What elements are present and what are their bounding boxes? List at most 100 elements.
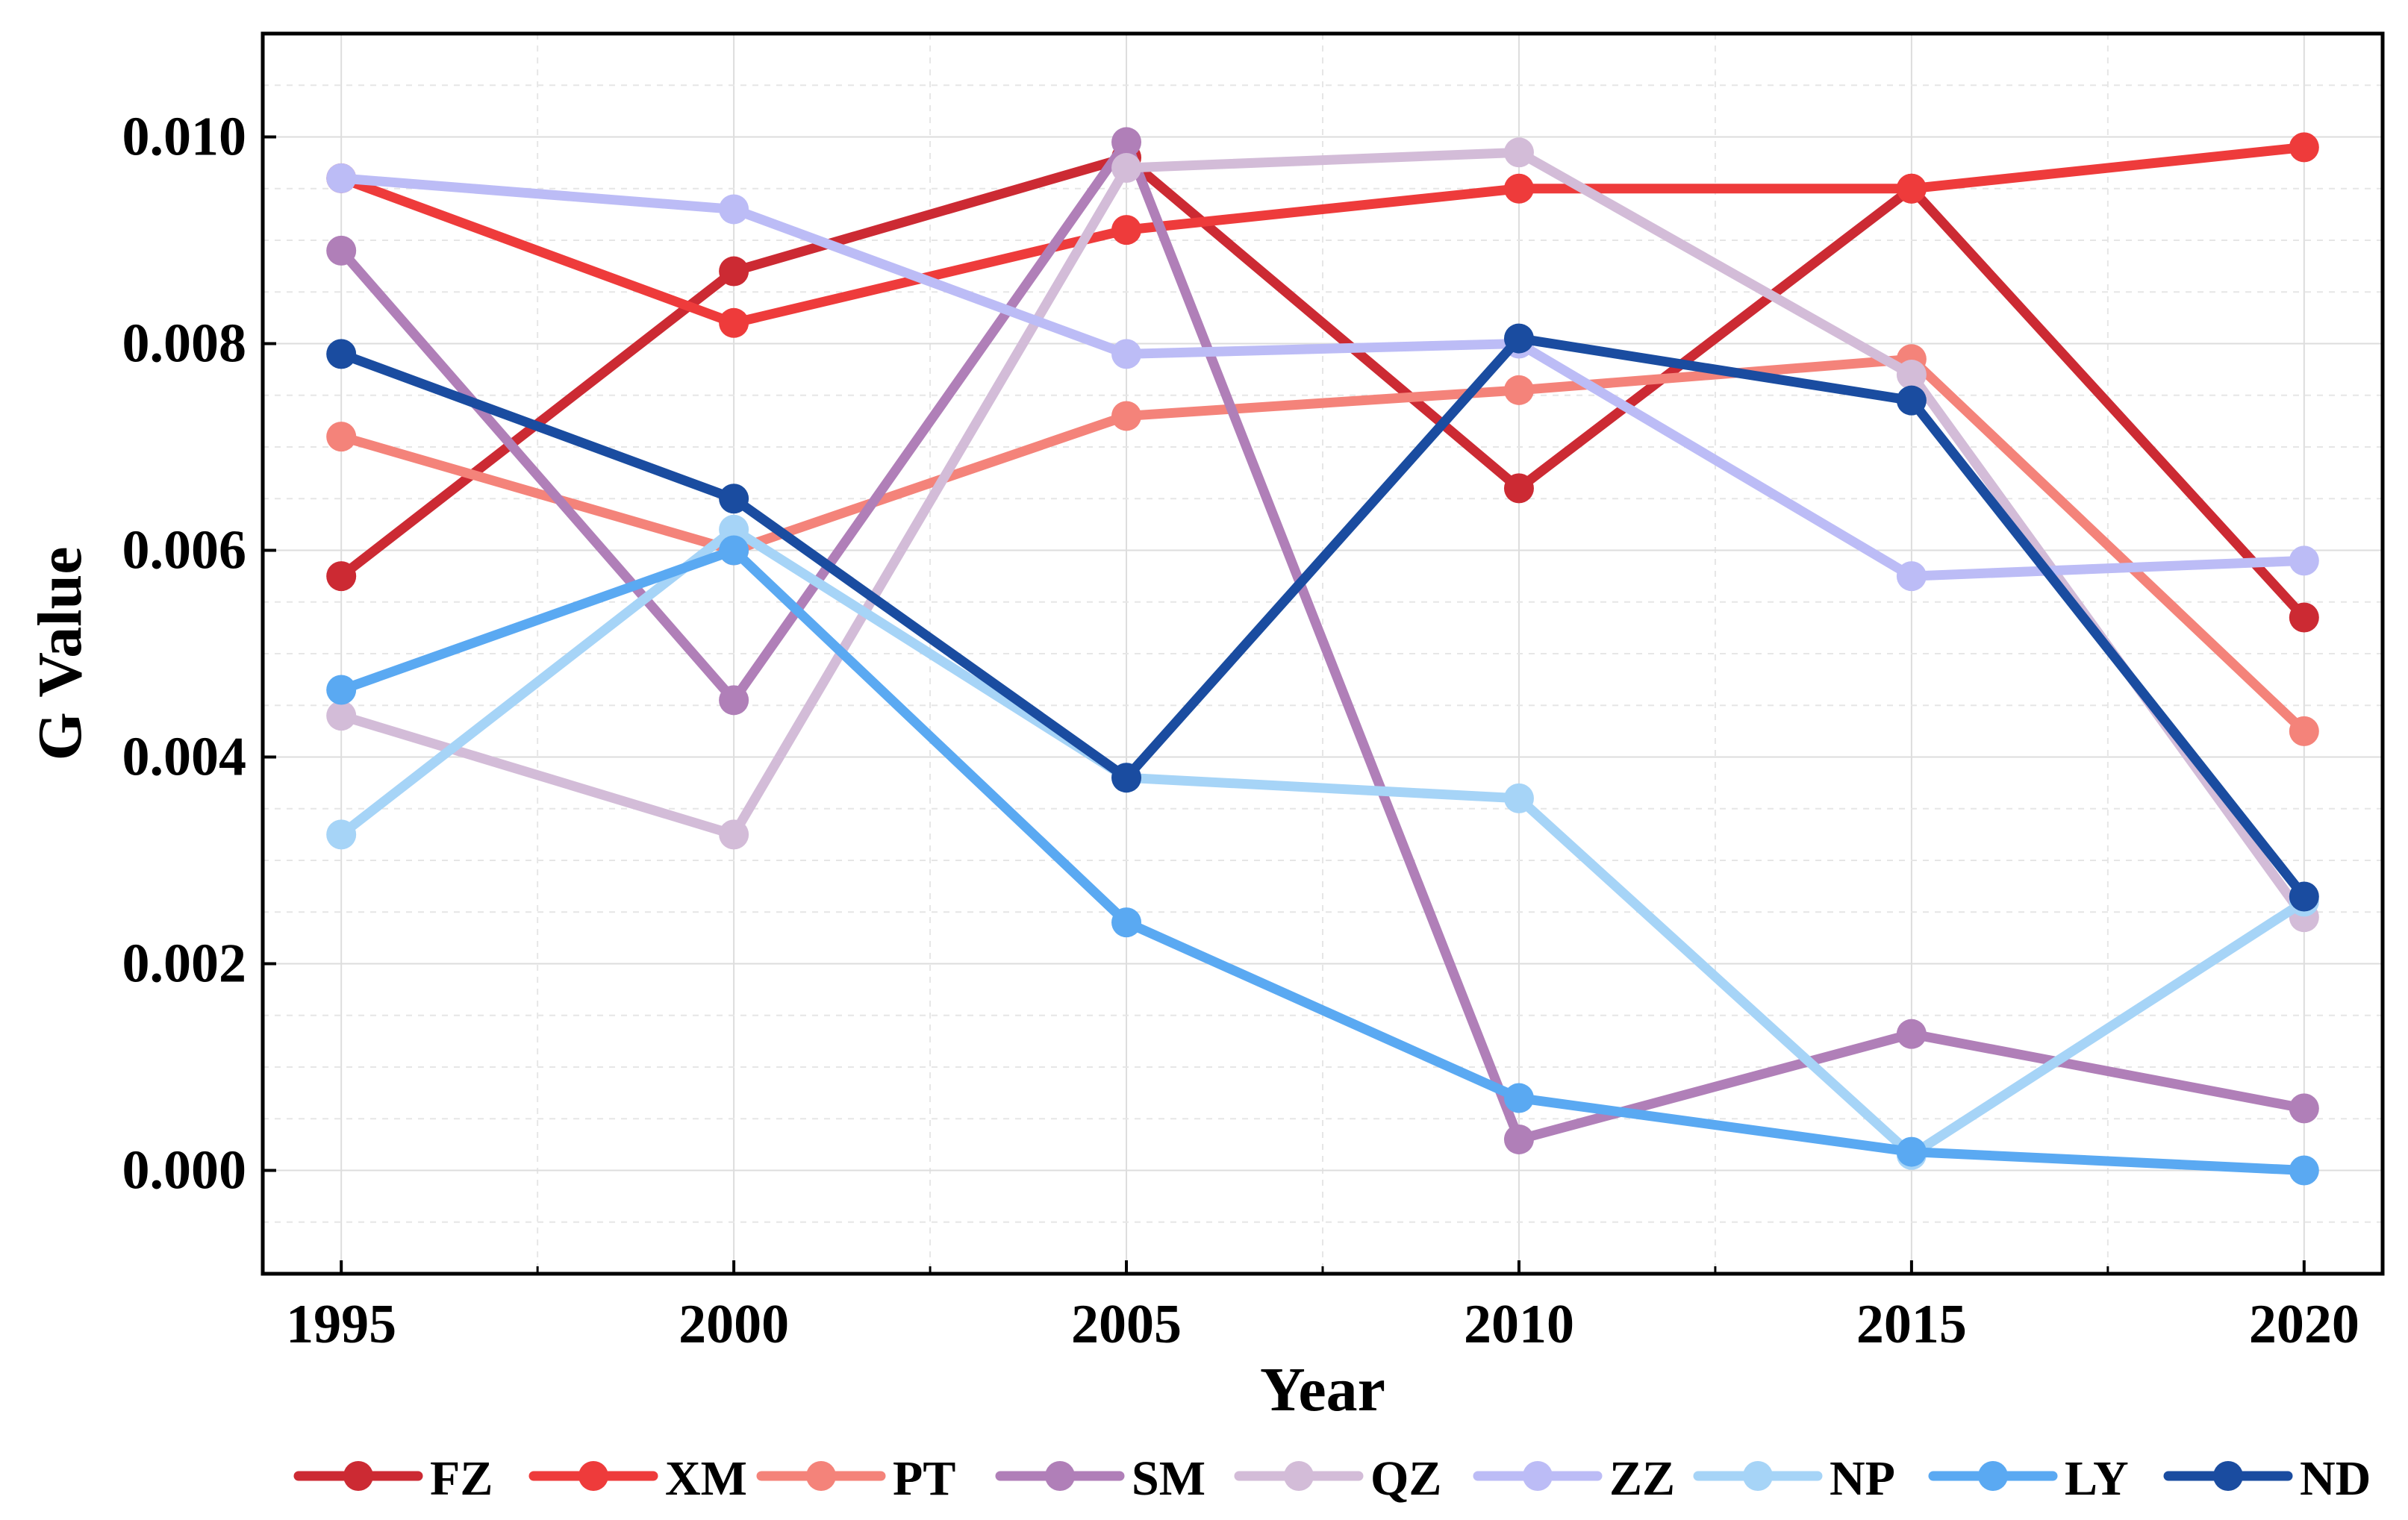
- series-line-xm: [336, 142, 2309, 328]
- series-group: [326, 127, 2319, 1186]
- y-axis-label: G Value: [25, 546, 95, 760]
- data-point-pt: [326, 422, 357, 452]
- series-ly: [326, 535, 2319, 1186]
- legend-marker: [578, 1461, 608, 1491]
- data-point-qz: [1896, 360, 1927, 390]
- data-point-nd: [719, 484, 749, 514]
- legend-marker: [1523, 1461, 1553, 1491]
- x-tick-label: 2010: [1464, 1294, 1574, 1355]
- legend-marker: [1743, 1461, 1773, 1491]
- data-point-sm: [1111, 127, 1142, 157]
- data-point-nd: [2289, 881, 2319, 912]
- series-line-zz: [336, 173, 2309, 581]
- data-point-sm: [719, 685, 749, 716]
- legend-item-zz: ZZ: [1473, 1451, 1675, 1506]
- x-tick-label: 2020: [2249, 1294, 2359, 1355]
- legend-marker: [2213, 1461, 2243, 1491]
- y-tick-label: 0.008: [122, 313, 247, 375]
- data-point-xm: [1503, 173, 1534, 204]
- series-np: [326, 514, 2319, 1170]
- series-line-np: [336, 525, 2309, 1160]
- y-tick-label: 0.002: [122, 933, 247, 995]
- legend-item-sm: SM: [995, 1451, 1205, 1506]
- data-point-ly: [1503, 1083, 1534, 1113]
- legend-label: XM: [665, 1451, 747, 1506]
- data-point-np: [326, 819, 357, 850]
- legend-label: SM: [1132, 1451, 1205, 1506]
- data-point-qz: [719, 819, 749, 850]
- data-point-zz: [2289, 545, 2319, 576]
- grid: [263, 34, 2383, 1274]
- data-point-ly: [2289, 1155, 2319, 1186]
- x-tick-label: 2005: [1071, 1294, 1182, 1355]
- series-line-ly: [336, 545, 2309, 1175]
- data-point-nd: [1503, 323, 1534, 354]
- data-point-qz: [1111, 153, 1142, 184]
- data-point-nd: [1111, 763, 1142, 793]
- legend-marker: [1284, 1461, 1314, 1491]
- data-point-sm: [326, 235, 357, 266]
- data-point-zz: [1111, 339, 1142, 369]
- y-tick-label: 0.010: [122, 107, 247, 168]
- data-point-ly: [1896, 1136, 1927, 1167]
- data-point-pt: [1111, 401, 1142, 431]
- legend-marker: [1978, 1461, 2008, 1491]
- legend-marker: [343, 1461, 373, 1491]
- legend-label: FZ: [430, 1451, 493, 1506]
- y-tick-label: 0.006: [122, 520, 247, 581]
- data-point-nd: [326, 339, 357, 369]
- series-line-pt: [336, 354, 2309, 736]
- series-line-sm: [336, 137, 2309, 1145]
- data-point-zz: [719, 194, 749, 225]
- legend-label: ND: [2300, 1451, 2371, 1506]
- legend-item-fz: FZ: [293, 1451, 493, 1506]
- x-axis-label: Year: [1260, 1355, 1385, 1424]
- data-point-pt: [1503, 375, 1534, 405]
- series-nd: [326, 323, 2319, 912]
- legend-label: LY: [2065, 1451, 2129, 1506]
- data-point-fz: [326, 561, 357, 592]
- legend-item-nd: ND: [2163, 1451, 2371, 1506]
- axes: 0.000 0.002 0.004 0.006 0.008 0.010 1995 2000 20…: [122, 107, 2359, 1356]
- legend: FZ XM PT SM QZ ZZ NP LY ND: [293, 1451, 2371, 1506]
- data-point-zz: [326, 163, 357, 193]
- data-point-fz: [1503, 473, 1534, 504]
- data-point-np: [719, 514, 749, 545]
- series-qz: [326, 137, 2319, 933]
- data-point-xm: [1111, 215, 1142, 245]
- legend-item-ly: LY: [1928, 1451, 2129, 1506]
- data-point-sm: [1896, 1019, 1927, 1049]
- legend-item-pt: PT: [756, 1451, 955, 1506]
- data-point-fz: [719, 256, 749, 287]
- legend-item-xm: XM: [528, 1451, 747, 1506]
- y-tick-label: 0.000: [122, 1140, 247, 1201]
- x-tick-label: 1995: [286, 1294, 396, 1355]
- data-point-nd: [1896, 385, 1927, 416]
- data-point-ly: [1111, 907, 1142, 938]
- series-line-qz: [336, 147, 2309, 922]
- legend-label: PT: [893, 1451, 955, 1506]
- data-point-xm: [2289, 132, 2319, 163]
- y-tick-label: 0.004: [122, 727, 247, 788]
- data-point-ly: [326, 675, 357, 705]
- legend-marker: [1045, 1461, 1075, 1491]
- data-point-sm: [1503, 1124, 1534, 1154]
- legend-label: NP: [1830, 1451, 1895, 1506]
- legend-label: QZ: [1370, 1451, 1441, 1506]
- data-point-ly: [719, 535, 749, 566]
- legend-marker: [806, 1461, 836, 1491]
- data-point-zz: [1896, 561, 1927, 592]
- data-point-pt: [2289, 716, 2319, 746]
- series-sm: [326, 127, 2319, 1154]
- legend-item-np: NP: [1693, 1451, 1895, 1506]
- data-point-fz: [2289, 602, 2319, 633]
- data-point-np: [1503, 783, 1534, 813]
- x-tick-label: 2015: [1856, 1294, 1967, 1355]
- data-point-qz: [1503, 137, 1534, 168]
- data-point-xm: [719, 307, 749, 338]
- legend-label: ZZ: [1609, 1451, 1675, 1506]
- data-point-sm: [2289, 1093, 2319, 1124]
- data-point-xm: [1896, 173, 1927, 204]
- series-line-fz: [336, 152, 2309, 623]
